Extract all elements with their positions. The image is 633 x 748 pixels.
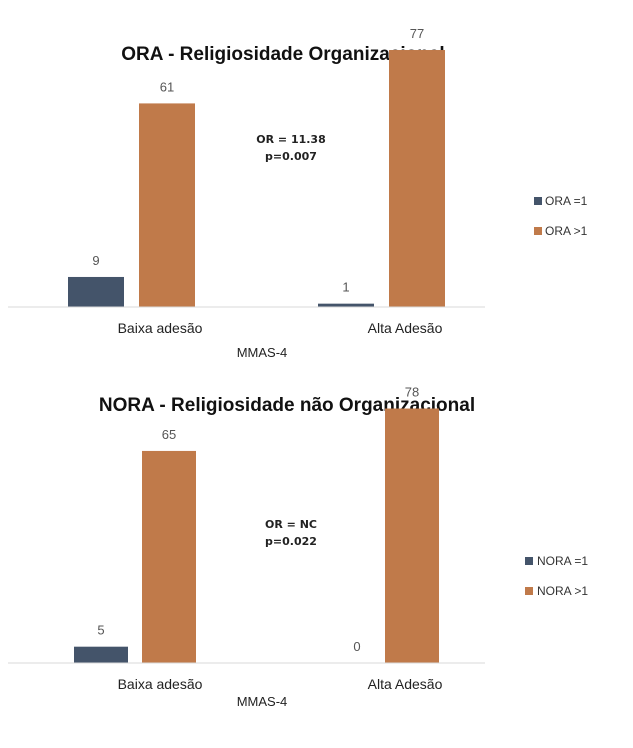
chart-nora: NORA - Religiosidade não Organizacional … <box>8 385 588 709</box>
category-label: Alta Adesão <box>368 320 443 336</box>
data-label: 78 <box>405 385 419 400</box>
chart-title: NORA - Religiosidade não Organizacional <box>99 395 475 416</box>
x-axis-label: MMAS-4 <box>237 345 288 360</box>
legend-swatch <box>525 557 533 565</box>
data-label: 61 <box>160 79 174 94</box>
data-label: 65 <box>162 427 176 442</box>
annotation-or: OR = 11.38 <box>256 133 326 146</box>
legend-entry: NORA =1 <box>537 554 588 568</box>
bar-2-2 <box>389 50 445 307</box>
bar-2-2 <box>385 408 439 663</box>
bar-2-1 <box>139 103 195 307</box>
bar-2-1 <box>142 450 196 663</box>
bar-1-1 <box>68 276 124 307</box>
data-label: 77 <box>410 26 424 41</box>
annotation-p: p=0.022 <box>265 535 317 548</box>
chart-ora: ORA - Religiosidade Organizacional 9 1 61 7… <box>8 26 588 360</box>
bar-1-2 <box>318 303 374 307</box>
bar-1-1 <box>74 646 128 663</box>
legend-swatch <box>525 587 533 595</box>
legend-entry: NORA >1 <box>537 584 588 598</box>
annotation-or: OR = NC <box>265 518 317 531</box>
data-label: 5 <box>97 623 104 638</box>
category-label: Alta Adesão <box>368 676 443 692</box>
legend-entry: ORA =1 <box>545 194 588 208</box>
legend: NORA =1 NORA >1 <box>525 554 588 598</box>
legend-swatch <box>534 197 542 205</box>
category-label: Baixa adesão <box>118 676 203 692</box>
data-label: 9 <box>92 253 99 268</box>
bars-group <box>74 408 439 663</box>
data-label: 1 <box>342 280 349 295</box>
value-labels-group: 5 0 65 78 <box>97 385 419 654</box>
legend: ORA =1 ORA >1 <box>534 194 588 238</box>
x-axis-label: MMAS-4 <box>237 694 288 709</box>
chart-title: ORA - Religiosidade Organizacional <box>121 44 444 65</box>
annotation-p: p=0.007 <box>265 150 317 163</box>
legend-swatch <box>534 227 542 235</box>
legend-entry: ORA >1 <box>545 224 588 238</box>
category-label: Baixa adesão <box>118 320 203 336</box>
value-labels-group: 9 1 61 77 <box>92 26 424 295</box>
data-label: 0 <box>353 639 360 654</box>
bars-group <box>68 50 445 307</box>
